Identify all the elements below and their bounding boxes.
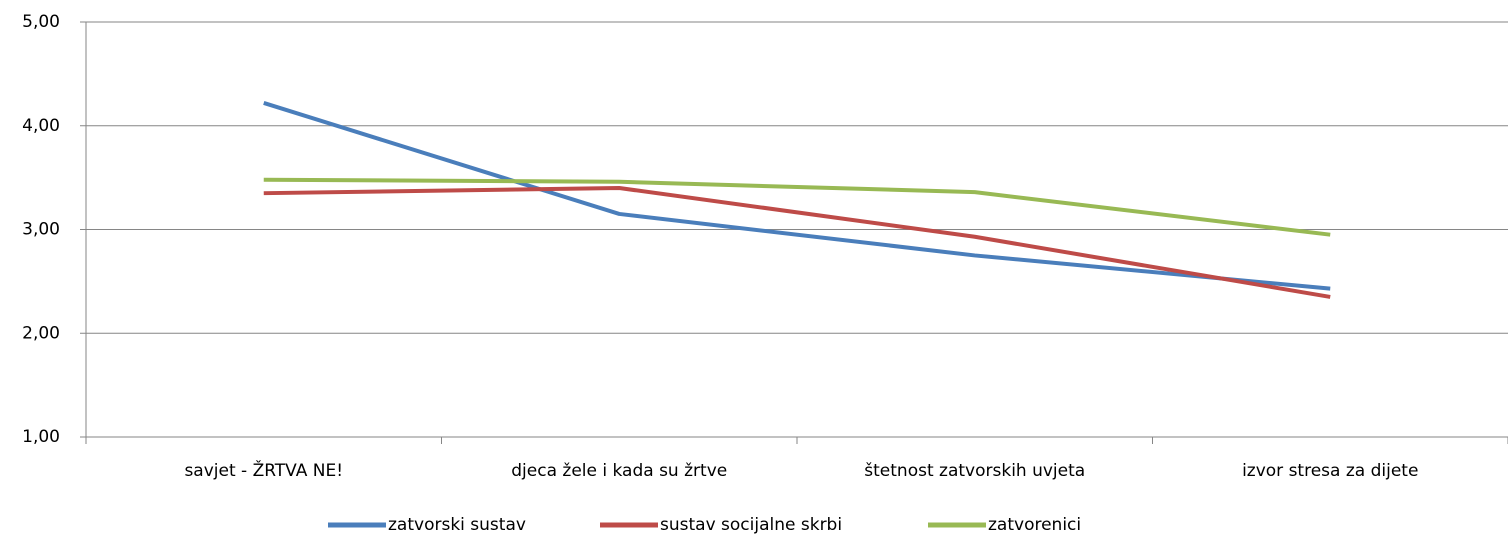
y-tick-label: 3,00: [22, 220, 60, 240]
x-tick-label: djeca žele i kada su žrtve: [511, 461, 727, 481]
y-tick-label: 5,00: [22, 12, 60, 32]
y-tick-label: 2,00: [22, 323, 60, 343]
legend-label: zatvorski sustav: [388, 515, 526, 535]
series-line: [263, 101, 1331, 291]
y-tick-label: 1,00: [22, 427, 60, 447]
x-tick-label: savjet - ŽRTVA NE!: [184, 459, 343, 481]
series-line: [263, 186, 1331, 299]
y-tick-label: 4,00: [22, 116, 60, 136]
x-tick-label: izvor stresa za dijete: [1242, 461, 1418, 481]
x-tick-label: štetnost zatvorskih uvjeta: [864, 461, 1085, 481]
legend-label: sustav socijalne skrbi: [660, 515, 842, 535]
series-line: [263, 177, 1331, 237]
legend-label: zatvorenici: [988, 515, 1081, 535]
